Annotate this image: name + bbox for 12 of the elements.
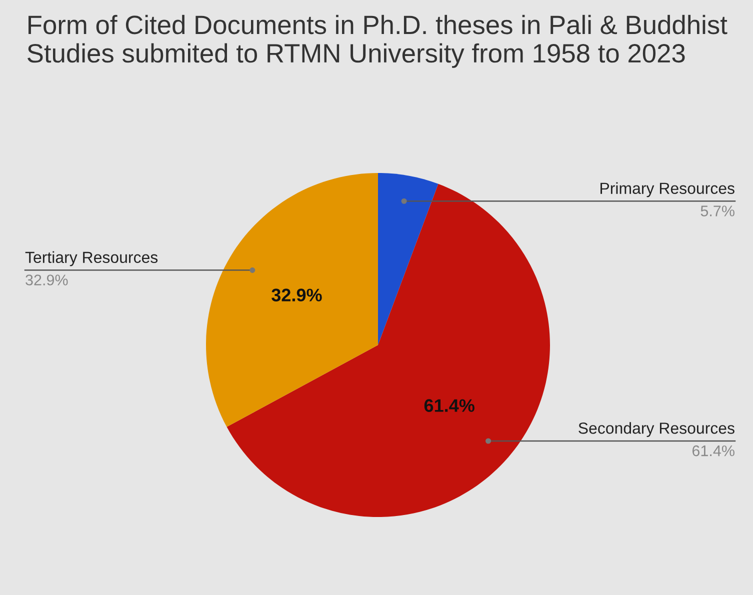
slice-label: Tertiary Resources [25, 251, 158, 266]
chart-title: Form of Cited Documents in Ph.D. theses in Pali & Buddhist Studies submited to RTMN University from 1958 to 2023 [28, 14, 728, 68]
text: 61.4% [424, 399, 474, 412]
pie-slice [206, 173, 378, 427]
data-label: 32.9% [26, 274, 68, 286]
slice-label: Primary Resources [600, 182, 734, 198]
data-label: 61.4% [692, 445, 734, 456]
pie-slice [226, 184, 550, 517]
slice-label: Secondary Resources [578, 422, 734, 437]
data-label: 5.7% [700, 206, 734, 216]
pie-slice [378, 173, 438, 345]
text: 32.9% [272, 288, 322, 302]
